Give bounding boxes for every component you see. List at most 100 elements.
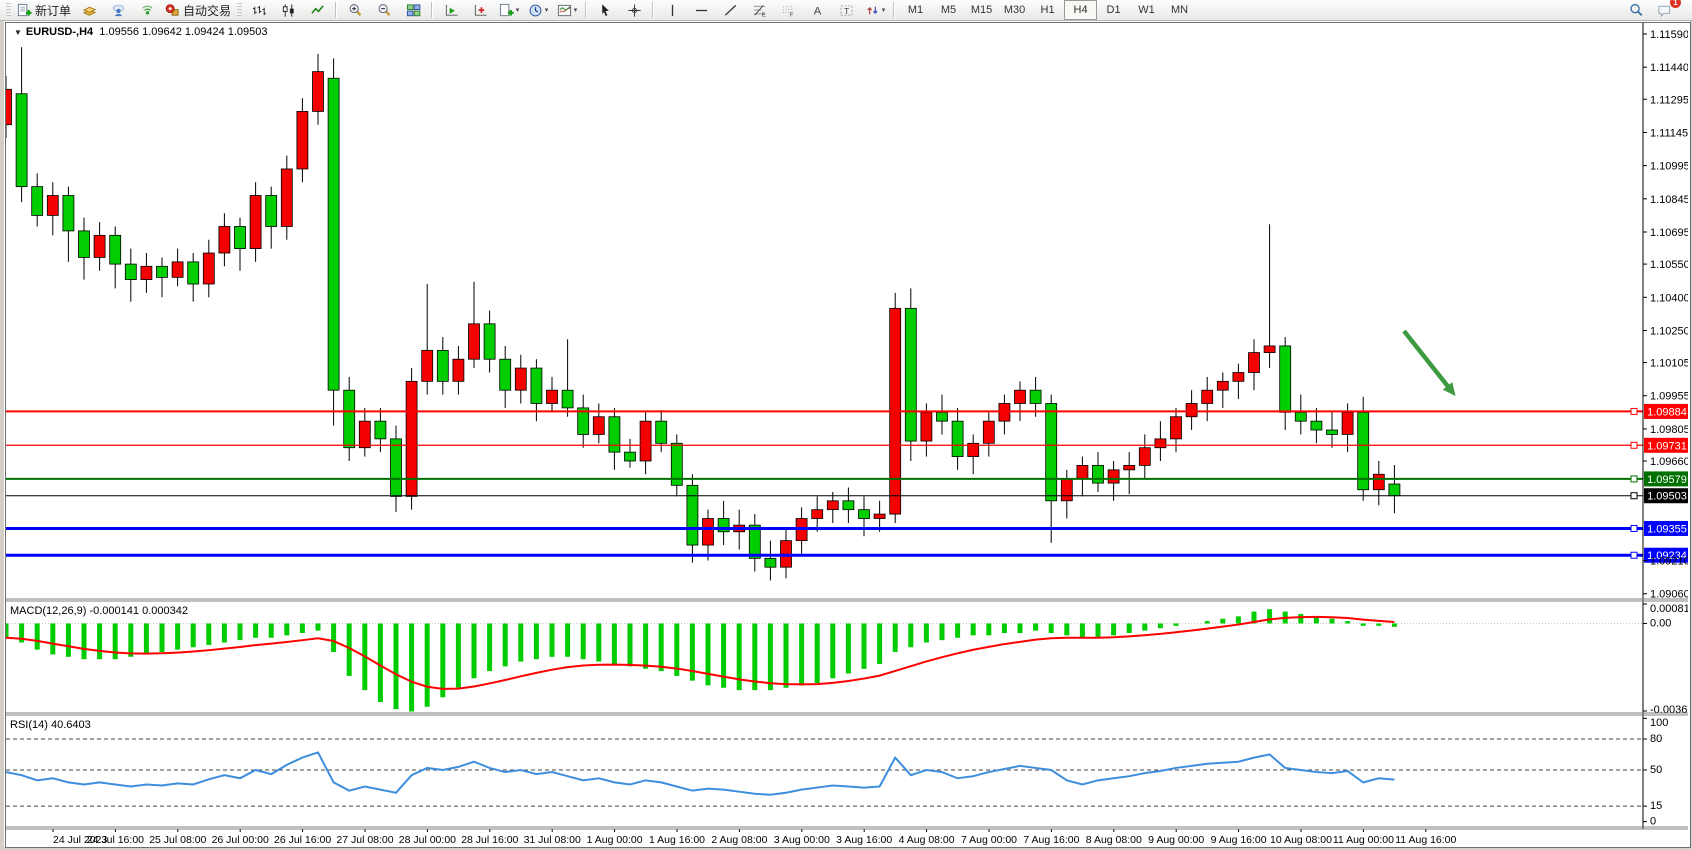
candle (1372, 473, 1385, 491)
candle (1060, 478, 1073, 502)
vertical-line-button[interactable] (658, 0, 686, 21)
candlestick-chart-button[interactable] (274, 0, 302, 21)
candle (1201, 389, 1214, 404)
candle (608, 416, 621, 453)
community-icon (111, 3, 126, 18)
candle (1092, 465, 1104, 484)
toolbar-drag-handle[interactable] (6, 2, 11, 18)
level-marker (1630, 492, 1638, 500)
price-tick-label: 1.11590 (1650, 29, 1688, 41)
tf-button-M5[interactable]: M5 (940, 4, 957, 16)
timeframe-toolbar: M1 M5 M15 M30 H1 H4 D1 W1 MN (899, 0, 1196, 20)
candle (1154, 438, 1167, 449)
crosshair-button[interactable] (620, 0, 648, 21)
zoom-out-button[interactable] (370, 0, 398, 21)
cursor-button[interactable] (591, 0, 619, 21)
market-button[interactable] (75, 0, 103, 21)
candle (577, 407, 590, 435)
arrows-button[interactable]: ▾ (861, 0, 889, 21)
arrow-annotation[interactable] (1402, 329, 1452, 391)
candle (842, 500, 855, 511)
toolbar-drag-handle[interactable] (237, 2, 243, 18)
time-label: 24 Jul 16:00 (87, 834, 144, 845)
chart-window[interactable]: ▼ EURUSD-,H4 1.09556 1.09642 1.09424 1.09… (0, 22, 1692, 848)
symbol-dropdown-icon[interactable]: ▼ (14, 28, 22, 37)
candle (1014, 389, 1026, 404)
time-label: 4 Aug 08:00 (899, 834, 955, 845)
time-label: 1 Aug 00:00 (587, 834, 643, 845)
candle (312, 71, 324, 112)
tf-button-W1[interactable]: W1 (1138, 4, 1155, 16)
price-badge (1644, 488, 1690, 504)
crosshair-icon (627, 3, 642, 18)
price-tick-label: 1.09955 (1650, 391, 1688, 403)
candle (904, 307, 917, 442)
text-label-icon: T (839, 3, 854, 18)
community-button[interactable] (104, 0, 132, 21)
toolbar-separator (652, 2, 655, 18)
line-chart-button[interactable] (303, 0, 331, 21)
tf-button-H1[interactable]: H1 (1040, 4, 1055, 16)
candle (592, 416, 605, 435)
candle (202, 252, 215, 285)
templates-button[interactable]: ▾ (553, 0, 581, 21)
candle (624, 451, 636, 462)
candle (171, 261, 184, 278)
notifications-button[interactable]: 1 (1650, 0, 1681, 21)
level-marker (1630, 407, 1638, 415)
trendline-button[interactable] (716, 0, 744, 21)
tf-button-D1[interactable]: D1 (1106, 4, 1121, 16)
time-label: 1 Aug 16:00 (649, 834, 705, 845)
periods-button[interactable]: ▾ (524, 0, 552, 21)
cursor-icon (598, 3, 613, 18)
tf-button-M30[interactable]: M30 (1003, 4, 1026, 16)
candle (1123, 465, 1136, 471)
horizontal-line-button[interactable] (687, 0, 715, 21)
price-tick-label: 1.10695 (1650, 227, 1688, 239)
zoom-in-icon (348, 3, 363, 18)
signals-button[interactable] (133, 0, 161, 21)
zoom-out-icon (377, 3, 392, 18)
candle (1029, 389, 1042, 404)
chart-shift-button[interactable] (466, 0, 494, 21)
price-badge-label: 1.09355 (1647, 523, 1687, 535)
text-button[interactable]: A (803, 0, 831, 21)
candle (296, 111, 309, 170)
new-chart-button[interactable]: ▾ (495, 0, 523, 21)
new-order-button[interactable]: 新订单 (14, 0, 74, 21)
arrows-icon (865, 3, 880, 18)
tile-windows-button[interactable] (399, 0, 427, 21)
text-label-button[interactable]: T (832, 0, 860, 21)
toolbar-separator (431, 2, 434, 18)
axis-layer[interactable]: 1.11590 1.11440 1.11295 1.11145 1.10995 1.108… (52, 23, 1692, 846)
tf-button-MN[interactable]: MN (1170, 4, 1189, 16)
price-badge-label: 1.09884 (1647, 406, 1687, 418)
fibonacci-button[interactable]: E (745, 0, 773, 21)
horizontal-line-icon (694, 3, 709, 18)
time-label: 26 Jul 00:00 (212, 834, 269, 845)
toolbar-separator (335, 2, 338, 18)
tf-button-H4[interactable]: H4 (1064, 0, 1098, 20)
zoom-in-button[interactable] (341, 0, 369, 21)
price-tick-label: 1.10550 (1650, 259, 1688, 271)
candlestick-layer (0, 47, 1401, 581)
search-icon (1629, 3, 1644, 18)
tile-windows-icon (406, 3, 421, 18)
text-icon: A (810, 3, 825, 18)
candle (1279, 345, 1292, 413)
trendline-icon (723, 3, 738, 18)
main-toolbar: 新订单 自动交易 ▾ ▾ (0, 0, 1692, 21)
price-tick-label: 1.09805 (1650, 424, 1688, 436)
grid-button[interactable]: F (774, 0, 802, 21)
chart-canvas[interactable]: 1.09884 1.09731 1.09579 1.09503 1.09355 1.092… (0, 23, 1692, 846)
search-button[interactable] (1622, 0, 1650, 21)
vertical-line-icon (665, 3, 680, 18)
level-lines-layer: 1.09884 1.09731 1.09579 1.09503 1.09355 1.092… (6, 403, 1690, 563)
bar-chart-button[interactable] (245, 0, 273, 21)
candle (374, 420, 387, 440)
tf-button-M15[interactable]: M15 (970, 4, 993, 16)
tf-button-M1[interactable]: M1 (907, 4, 924, 16)
auto-scroll-button[interactable] (437, 0, 465, 21)
auto-trading-button[interactable]: 自动交易 (162, 0, 234, 21)
candle (686, 484, 699, 546)
